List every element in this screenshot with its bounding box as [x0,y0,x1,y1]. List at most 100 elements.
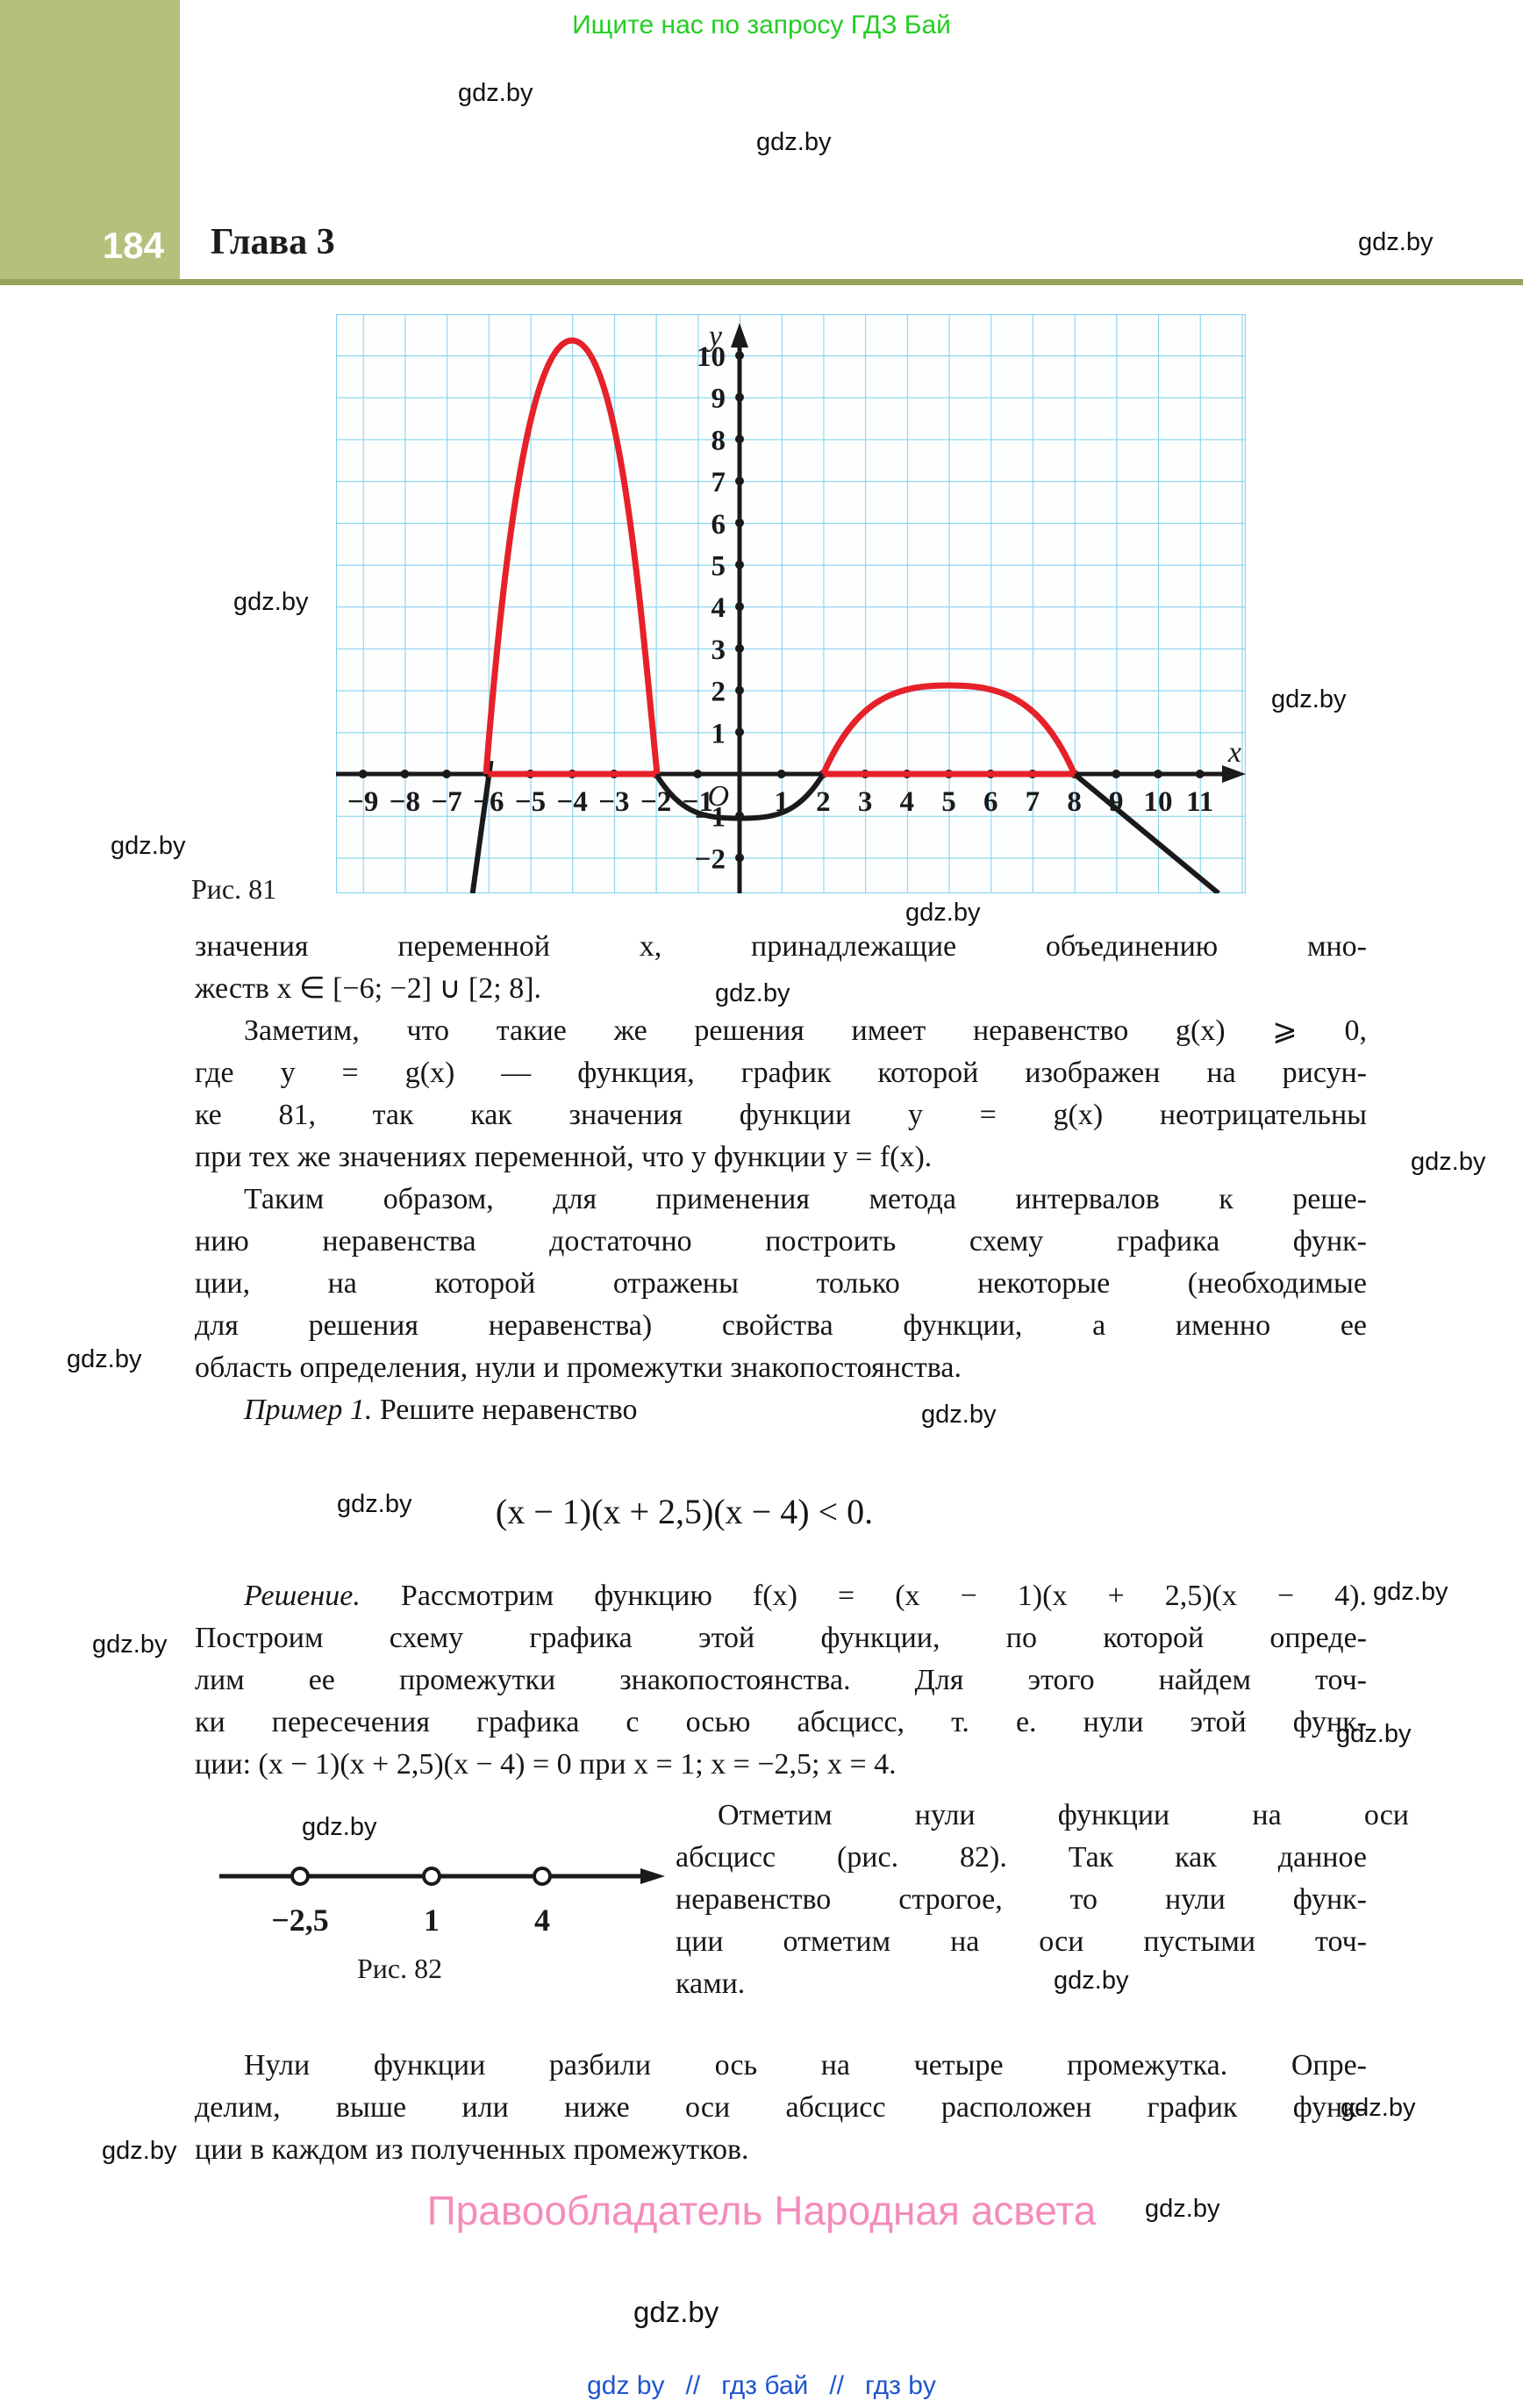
text-line: при тех же значениях переменной, что у ф… [195,1141,933,1173]
text-line: нию неравенства достаточно построить схе… [195,1225,1367,1258]
svg-text:10: 10 [1144,786,1173,818]
figure-81-graph: −9 −8 −7 −6 −5 −4 −3 −2 −1 1 2 3 4 5 6 7… [334,312,1248,896]
footer-link-gdz-bai[interactable]: гдз бай [721,2371,809,2400]
gdz-watermark: gdz.by [92,1630,168,1659]
gdz-watermark: gdz.by [302,1813,377,1841]
gdz-watermark: gdz.by [337,1490,412,1518]
svg-text:1: 1 [711,718,726,749]
gdz-watermark: gdz.by [905,899,981,927]
svg-text:8: 8 [711,425,726,456]
x-axis-letter: x [1227,736,1241,769]
gdz-watermark: gdz.by [233,588,309,616]
figure-82-side-text: Отметим нули функции на оси абсцисс (рис… [676,1786,1409,2014]
point-label: 1 [424,1903,440,1938]
text-line: область определения, нули и промежутки з… [195,1351,962,1384]
y-axis-arrow [731,323,748,348]
open-point [290,1867,310,1886]
svg-text:11: 11 [1186,786,1213,818]
svg-text:1: 1 [774,786,789,818]
svg-text:2: 2 [711,677,726,708]
gdz-watermark: gdz.by [1054,1967,1129,1995]
curve-f-right-branch [1072,771,1220,896]
y-axis-dots [735,351,744,863]
gdz-watermark: gdz.by [1373,1578,1448,1606]
text-line: Таким образом, для применения метода инт… [244,1183,1367,1215]
text-line: ции в каждом из полученных промежутков. [195,2133,749,2166]
footer-link-separator: // [685,2371,701,2400]
svg-text:10: 10 [697,341,726,373]
header-divider [0,279,1523,285]
footer-link-gdz-by2[interactable]: гдз by [865,2371,936,2400]
svg-text:−2: −2 [640,786,671,818]
text-line: лим ее промежутки знакопостоянства. Для … [195,1664,1367,1696]
svg-text:5: 5 [941,786,956,818]
text-line: Нули функции разбили ось на четыре проме… [244,2049,1367,2082]
figure-81-svg: −9 −8 −7 −6 −5 −4 −3 −2 −1 1 2 3 4 5 6 7… [334,312,1248,896]
page-header-band: 184 [0,0,180,279]
svg-text:−6: −6 [473,786,504,818]
page-number: 184 [102,225,164,266]
y-axis-letter: y [706,320,723,353]
svg-text:7: 7 [1026,786,1040,818]
curve-f-left-branch [469,760,494,894]
svg-text:3: 3 [711,634,726,666]
gdz-watermark: gdz.by [1411,1148,1486,1176]
text-line: ции, на которой отражены только некоторы… [195,1267,1367,1300]
curve-g-hump-left [483,337,661,775]
text-line: абсцисс (рис. 82). Так как данное [676,1841,1367,1874]
svg-text:−7: −7 [431,786,461,818]
number-line-arrow [640,1868,665,1884]
text-line: Построим схему графика этой функции, по … [195,1622,1367,1654]
svg-text:8: 8 [1067,786,1082,818]
footer-links: gdz by // гдз бай // гдз by [0,2371,1523,2401]
top-search-hint: Ищите нас по запросу ГДЗ Бай [572,11,951,39]
figure-82-block: −2,5 1 4 Рис. 82 [195,1786,676,2014]
y-tick-labels: 10 9 8 7 6 5 4 3 2 1 −1 −2 [695,341,726,875]
svg-text:−1: −1 [695,802,726,834]
svg-text:3: 3 [858,786,873,818]
figure-82-svg: −2,5 1 4 [219,1867,665,1938]
text-line: Отметим нули функции на оси [718,1799,1409,1831]
main-text-column: значения переменной x, принадлежащие объ… [195,926,1409,2171]
figure-82-caption: Рис. 82 [357,1953,443,1984]
text-line: для решения неравенства) свойства функци… [195,1309,1367,1342]
figure-81-caption: Рис. 81 [191,873,277,905]
x-axis-arrow [1222,765,1246,783]
solution-text: Рассмотрим функцию f(x) = (x − 1)(x + 2,… [360,1580,1367,1612]
open-point [533,1867,552,1886]
text-line: ки пересечения графика с осью абсцисс, т… [195,1706,1367,1738]
text-line: где y = g(x) — функция, график которой и… [195,1057,1367,1089]
svg-text:2: 2 [816,786,831,818]
svg-text:6: 6 [711,509,726,541]
svg-text:9: 9 [711,383,726,415]
gdz-watermark: gdz.by [1271,685,1347,713]
closing-paragraph: Нули функции разбили ось на четыре проме… [195,2045,1367,2171]
curve-g-hump-right [820,682,1077,776]
solution-line: Решение. Рассмотрим функцию f(x) = (x − … [195,1575,1367,1617]
text-line: значения переменной x, принадлежащие объ… [195,930,1367,963]
svg-text:4: 4 [711,592,726,624]
chapter-title: Глава 3 [211,222,335,262]
text-line: ции: (x − 1)(x + 2,5)(x − 4) = 0 при x =… [195,1748,897,1781]
gdz-watermark: gdz.by [756,128,832,156]
gdz-watermark: gdz.by [1145,2195,1220,2223]
footer-link-gdz-by[interactable]: gdz by [587,2371,665,2400]
svg-text:−3: −3 [598,786,629,818]
text-line: ками. [676,1967,746,2000]
publisher-note: Правообладатель Народная асвета [426,2188,1097,2233]
solution-label: Решение. [244,1580,361,1612]
open-point [422,1867,441,1886]
svg-text:4: 4 [900,786,915,818]
text-line: ке 81, так как значения функции y = g(x)… [195,1099,1367,1131]
svg-text:6: 6 [983,786,998,818]
svg-text:7: 7 [711,467,726,498]
gdz-watermark: gdz.by [921,1401,997,1429]
svg-text:9: 9 [1109,786,1124,818]
gdz-watermark: gdz.by [102,2137,177,2165]
svg-text:−1: −1 [683,786,713,818]
svg-text:−4: −4 [557,786,588,818]
text-line: Заметим, что такие же решения имеет нера… [244,1014,1367,1047]
text-line: неравенство строгое, то нули функ- [676,1883,1367,1916]
gdz-watermark: gdz.by [1341,2094,1416,2122]
